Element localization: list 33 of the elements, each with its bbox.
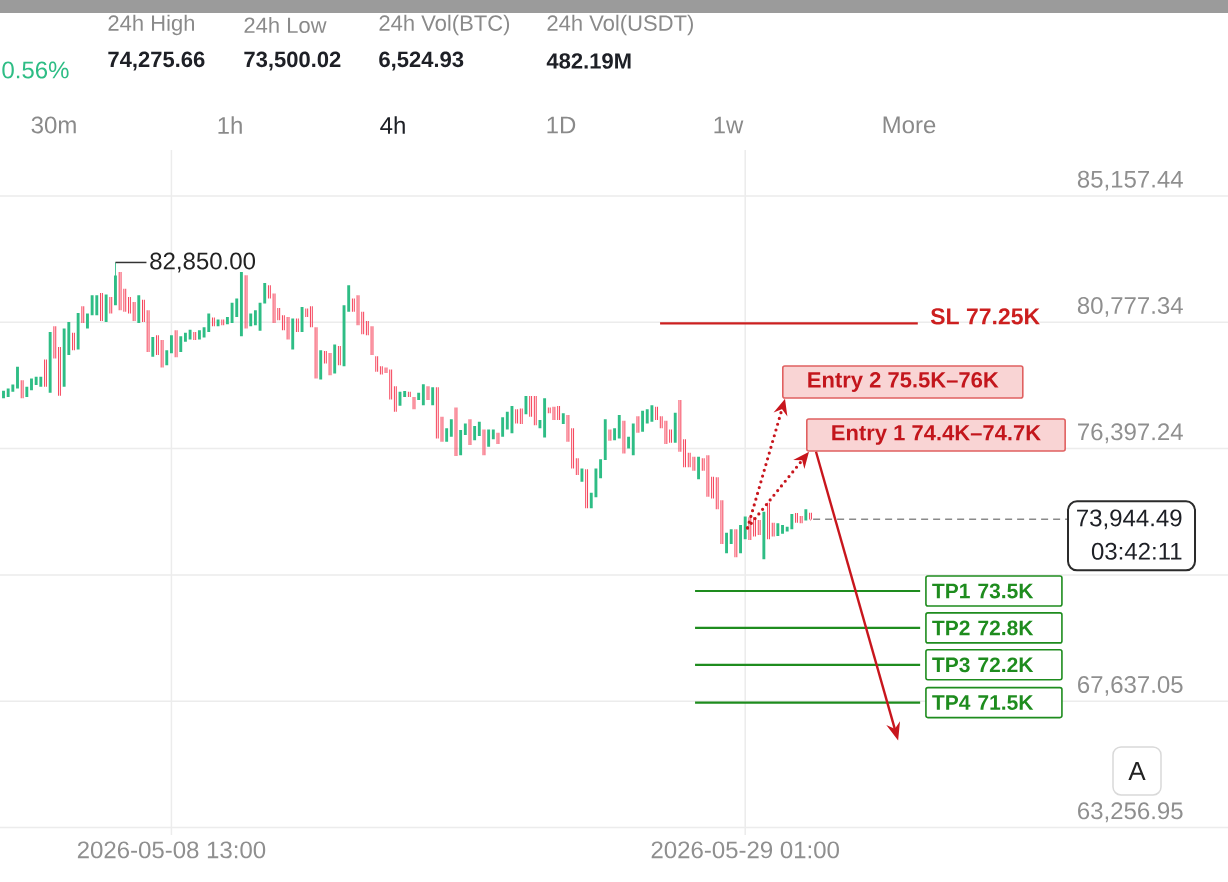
y-tick-label: 63,256.95: [1078, 802, 1183, 823]
text: 24h Vol(USDT): [547, 14, 693, 36]
text: More: [883, 116, 936, 134]
annotation: 82,850.00: [150, 252, 256, 273]
text: 1w: [714, 116, 744, 134]
series-label: SL 77.25K: [930, 308, 1040, 325]
text: 24h Vol(BTC): [379, 14, 510, 36]
series-label: TP3 72.2K: [932, 657, 1034, 673]
text: 24h Low: [244, 16, 327, 34]
x-tick-label: 2026-05-29 01:00: [651, 841, 839, 859]
x-tick-label: 2026-05-08 13:00: [77, 841, 266, 859]
y-tick-label: 85,157.44: [1077, 170, 1183, 191]
annotation: A: [1128, 762, 1146, 780]
text: 30m: [31, 116, 76, 134]
text: 1D: [547, 116, 576, 134]
series-label: TP1 73.5K: [932, 583, 1034, 599]
y-tick-label: 76,397.24: [1078, 423, 1183, 444]
series-label: TP4 71.5K: [932, 695, 1034, 710]
text: 74,275.66: [108, 51, 205, 71]
text: 4h: [380, 116, 405, 134]
text: 0.56%: [2, 61, 69, 79]
annotation: Entry 2 75.5K–76K: [808, 372, 999, 392]
y-tick-label: 67,637.05: [1078, 676, 1183, 696]
series-label: TP2 72.8K: [932, 620, 1034, 636]
text: 482.19M: [546, 53, 631, 69]
annotation: 03:42:11: [1091, 542, 1182, 560]
text: 6,524.93: [379, 51, 464, 71]
text: 24h High: [108, 14, 194, 36]
annotation: Entry 1 74.4K–74.7K: [832, 425, 1041, 445]
text: 1h: [218, 116, 242, 134]
y-tick-label: 80,777.34: [1077, 297, 1183, 317]
text: 73,500.02: [244, 51, 341, 71]
ref-line-label: 73,944.49: [1077, 509, 1182, 530]
